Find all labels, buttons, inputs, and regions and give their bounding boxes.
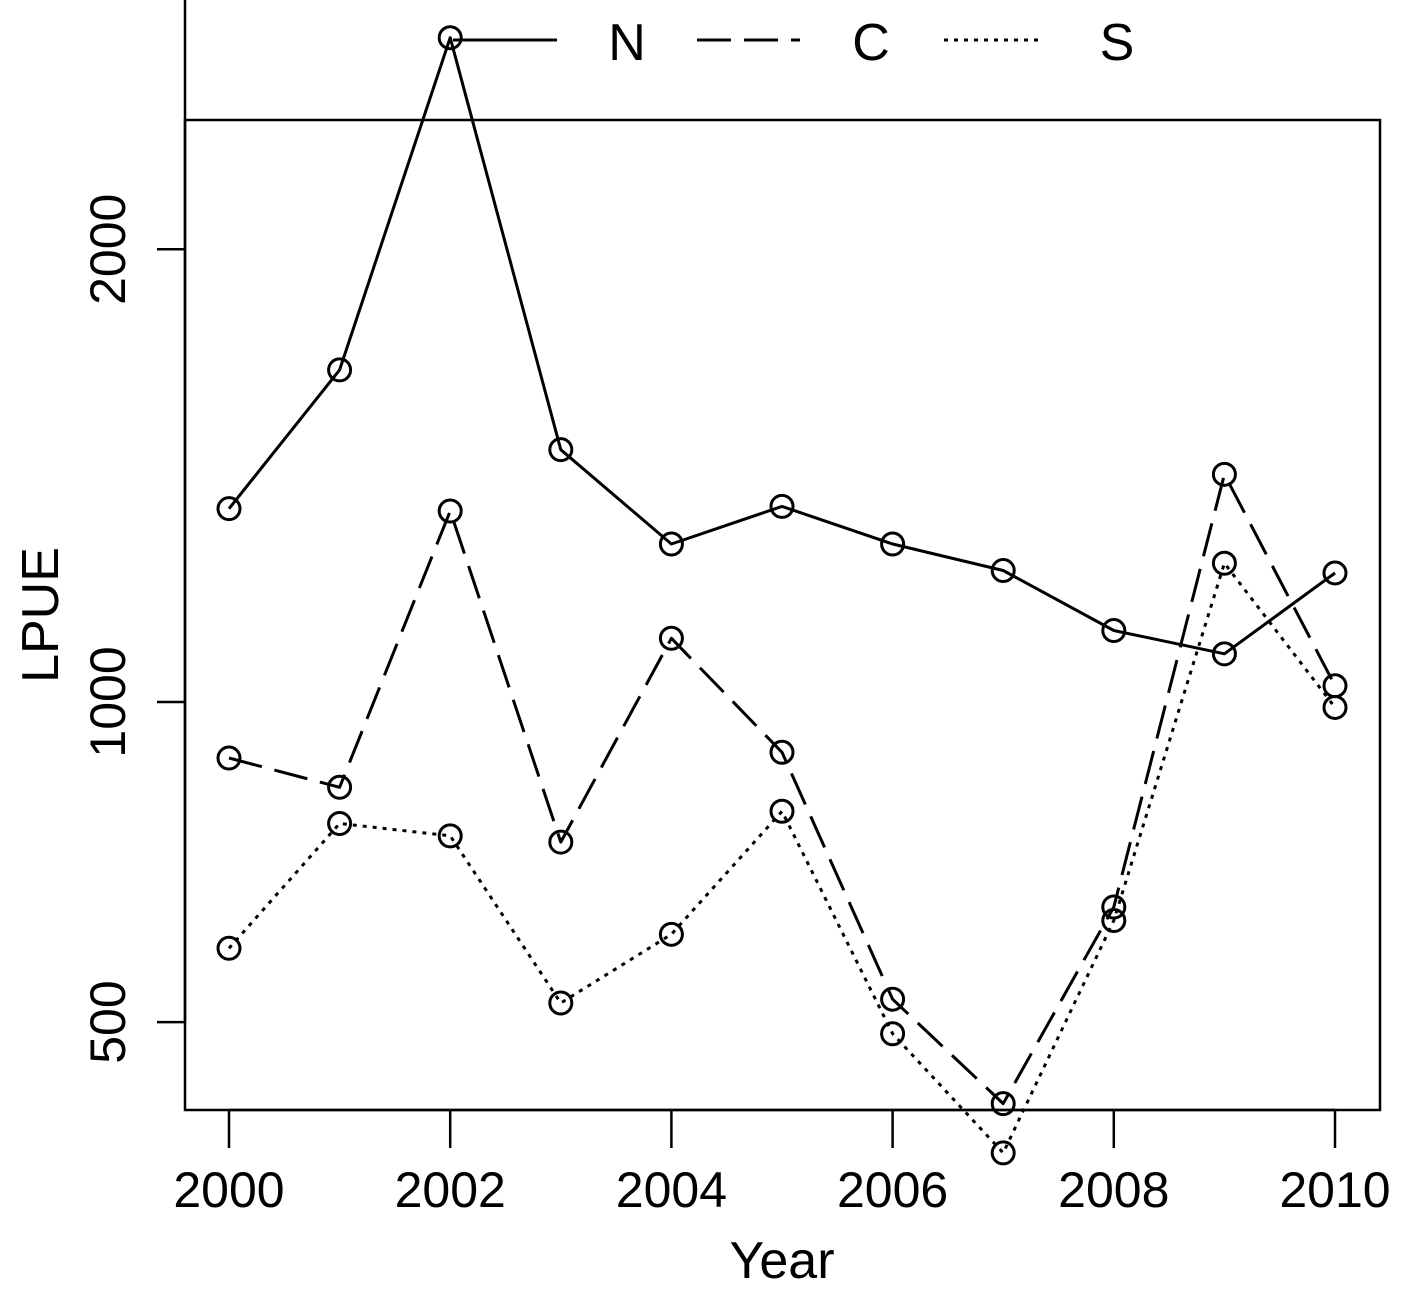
x-tick-label: 2002	[395, 1162, 506, 1218]
x-tick-label: 2010	[1279, 1162, 1390, 1218]
series-N-point-2005	[769, 493, 795, 519]
series-C-point-2010	[1322, 673, 1348, 699]
series-N-point-2008	[1101, 618, 1127, 644]
plot-frame	[183, 118, 1382, 1112]
series-S	[216, 550, 1348, 1166]
series-S-point-2010	[1322, 694, 1348, 720]
series-S-point-2007	[990, 1140, 1016, 1166]
series-N-point-2010	[1322, 560, 1348, 586]
series-C-line	[228, 472, 1337, 1106]
series-N-point-2001	[327, 357, 353, 383]
series-N-point-2009	[1211, 641, 1237, 667]
series-S-point-2005	[769, 798, 795, 824]
series-N-point-2007	[990, 558, 1016, 584]
series-layer	[216, 25, 1348, 1166]
legend-item-C: C	[697, 14, 890, 72]
series-N-point-2002	[437, 25, 463, 51]
series-S-point-2008	[1101, 908, 1127, 934]
series-S-point-2002	[437, 823, 463, 849]
y-axis-title: LPUE	[12, 547, 70, 683]
series-C-point-2008	[1101, 894, 1127, 920]
series-C-point-2006	[880, 986, 906, 1012]
series-C-point-2007	[990, 1091, 1016, 1117]
x-axis-title: Year	[729, 1232, 834, 1290]
series-N-point-2006	[880, 531, 906, 557]
legend-label-S: S	[1100, 14, 1135, 72]
series-S-point-2004	[658, 921, 684, 947]
legend-label-N: N	[608, 14, 646, 72]
x-tick-label: 2004	[616, 1162, 727, 1218]
y-axis: 500100020003000	[80, 0, 187, 1064]
series-S-line	[227, 561, 1337, 1155]
series-S-point-2003	[548, 990, 574, 1016]
legend-item-S: S	[944, 14, 1134, 72]
series-C-point-2001	[327, 774, 353, 800]
series-S-point-2009	[1211, 550, 1237, 576]
series-C-point-2003	[548, 829, 574, 855]
series-C-point-2000	[216, 745, 242, 771]
series-S-point-2001	[327, 810, 353, 836]
series-N-point-2003	[548, 437, 574, 463]
y-tick-label: 500	[80, 980, 136, 1063]
legend-label-C: C	[852, 14, 890, 72]
series-N	[216, 25, 1348, 667]
legend-item-N: N	[453, 14, 646, 72]
series-S-point-2000	[216, 935, 242, 961]
series-C-point-2002	[437, 498, 463, 524]
series-N-point-2004	[658, 531, 684, 557]
series-S-point-2006	[880, 1021, 906, 1047]
series-C-point-2009	[1211, 461, 1237, 487]
series-C	[216, 461, 1348, 1117]
x-axis: 2000 2002 2004 2006 2008 2010	[173, 1108, 1391, 1218]
y-tick-label: 2000	[80, 194, 136, 305]
series-C-point-2005	[769, 739, 795, 765]
x-tick-label: 2008	[1058, 1162, 1169, 1218]
x-tick-label: 2006	[837, 1162, 948, 1218]
x-tick-label: 2000	[173, 1162, 284, 1218]
y-tick-label: 1000	[80, 646, 136, 757]
series-N-point-2000	[216, 496, 242, 522]
series-C-point-2004	[658, 625, 684, 651]
series-N-line	[227, 36, 1336, 656]
